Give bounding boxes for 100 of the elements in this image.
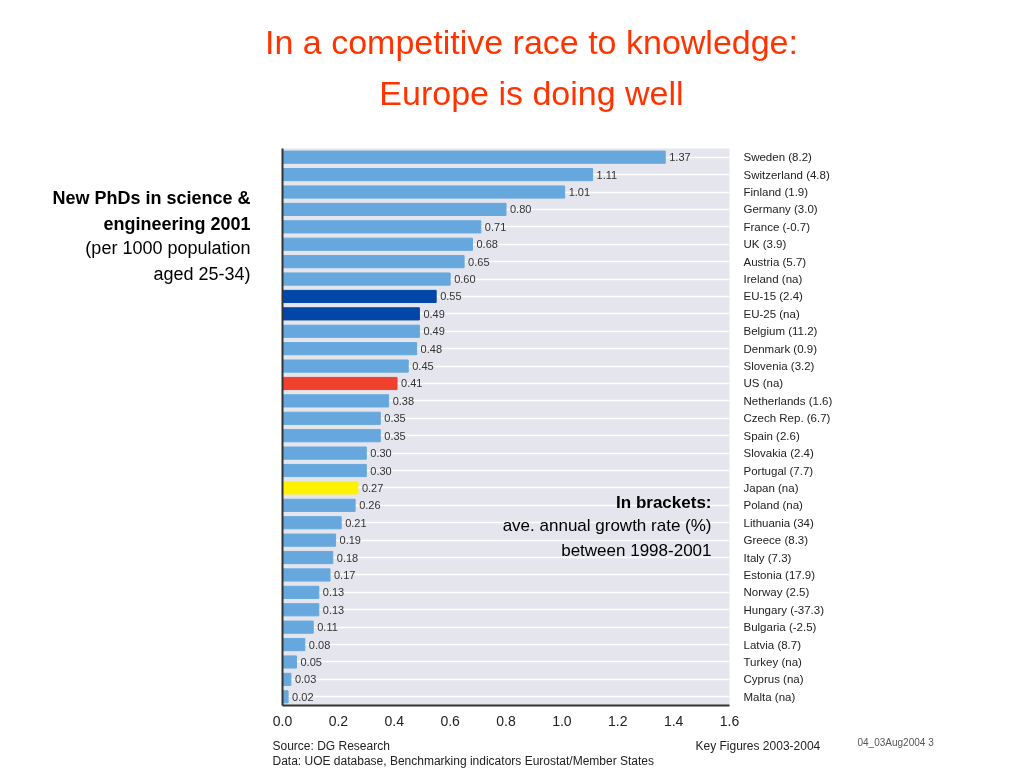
y-tick-label: Sweden (8.2) bbox=[743, 151, 813, 164]
y-tick-label: Germany (3.0) bbox=[743, 203, 818, 216]
bar bbox=[282, 655, 297, 669]
data-label: 0.45 bbox=[412, 360, 434, 373]
y-tick-label: Czech Rep. (6.7) bbox=[743, 412, 831, 425]
y-tick-label: France (-0.7) bbox=[743, 220, 811, 233]
data-label: 0.17 bbox=[333, 568, 356, 581]
x-tick-label: 1.4 bbox=[663, 712, 684, 729]
bar bbox=[282, 620, 314, 634]
x-tick-label: 0.0 bbox=[272, 712, 293, 729]
y-tick-label: US (na) bbox=[743, 377, 784, 390]
bar bbox=[282, 376, 398, 391]
x-tick-label: 0.6 bbox=[440, 712, 461, 729]
bar bbox=[282, 533, 337, 547]
y-tick-label: Denmark (0.9) bbox=[743, 342, 818, 355]
y-tick-label: Italy (7.3) bbox=[743, 551, 792, 564]
data-label: 0.49 bbox=[423, 307, 445, 320]
bar bbox=[282, 411, 381, 425]
data-label: 0.30 bbox=[370, 464, 392, 477]
data-label: 0.49 bbox=[423, 325, 445, 338]
bar bbox=[282, 307, 420, 321]
x-tick-label: 1.0 bbox=[552, 712, 572, 729]
y-tick-label: Norway (2.5) bbox=[743, 586, 810, 599]
bar bbox=[282, 550, 334, 565]
bar bbox=[282, 429, 381, 443]
bar bbox=[282, 603, 320, 617]
source-note: Source: DG Research bbox=[272, 738, 390, 753]
bar bbox=[282, 446, 367, 460]
bar bbox=[282, 498, 356, 512]
y-tick-label: Spain (2.6) bbox=[743, 429, 800, 442]
y-tick-label: Greece (8.3) bbox=[743, 534, 809, 547]
data-label: 0.11 bbox=[317, 621, 338, 634]
y-tick-label: Bulgaria (-2.5) bbox=[743, 621, 817, 634]
data-label: 0.38 bbox=[392, 394, 415, 407]
annotation: In brackets: bbox=[616, 492, 712, 512]
data-label: 0.08 bbox=[308, 638, 331, 651]
bar bbox=[282, 202, 507, 217]
bar bbox=[282, 394, 390, 408]
data-label: 0.03 bbox=[294, 673, 317, 686]
y-tick-label: Estonia (17.9) bbox=[743, 568, 816, 581]
text: New PhDs in science & engineering 2001 bbox=[52, 187, 251, 234]
bar bbox=[282, 568, 331, 582]
x-tick-label: 0.4 bbox=[384, 712, 405, 729]
bar bbox=[282, 220, 482, 234]
chart-title: In a competitive race to knowledge: Europe is doing well bbox=[265, 22, 798, 112]
bar bbox=[282, 585, 320, 599]
bar bbox=[282, 672, 292, 686]
text: 04_03Aug2004 3 bbox=[857, 736, 935, 748]
data-label: 0.65 bbox=[468, 255, 490, 268]
bar bbox=[282, 359, 409, 373]
bar bbox=[282, 185, 566, 199]
x-tick-label: 0.2 bbox=[328, 712, 349, 729]
y-tick-label: Latvia (8.7) bbox=[743, 638, 802, 651]
y-tick-label: Slovakia (2.4) bbox=[743, 447, 814, 460]
bar bbox=[282, 637, 306, 652]
y-tick-label: Netherlands (1.6) bbox=[743, 394, 833, 407]
data-label: 0.68 bbox=[476, 238, 498, 251]
annotation: ave. annual growth rate (%) between 1998-2001 bbox=[502, 515, 712, 561]
bar bbox=[282, 237, 473, 251]
data-label: 1.37 bbox=[669, 151, 691, 164]
text: Data: UOE database, Benchmarking indicators Eurostat/Member States bbox=[272, 753, 655, 768]
y-tick-label: Turkey (na) bbox=[743, 655, 803, 668]
y-tick-label: UK (3.9) bbox=[743, 238, 787, 251]
data-label: 0.48 bbox=[420, 342, 443, 355]
data-label: 0.60 bbox=[454, 273, 476, 286]
bar bbox=[282, 150, 666, 164]
x-tick-label: 1.6 bbox=[719, 712, 740, 729]
y-tick-label: Cyprus (na) bbox=[743, 673, 804, 686]
text: (per 1000 population aged 25-34) bbox=[85, 238, 251, 285]
y-tick-label: Belgium (11.2) bbox=[743, 325, 818, 338]
data-label: 0.26 bbox=[359, 499, 381, 512]
data-label: 0.55 bbox=[440, 290, 462, 303]
y-tick-label: Finland (1.9) bbox=[743, 186, 809, 199]
data-label: 0.02 bbox=[292, 690, 314, 703]
bar bbox=[282, 324, 420, 338]
y-tick-label: EU-15 (2.4) bbox=[743, 290, 804, 303]
y-tick-label: Poland (na) bbox=[743, 499, 804, 512]
data-label: 0.71 bbox=[484, 220, 507, 233]
data-label: 0.13 bbox=[322, 603, 345, 616]
data-label: 0.41 bbox=[401, 377, 423, 390]
data-label: 0.35 bbox=[384, 412, 406, 425]
bar bbox=[282, 463, 367, 478]
bar bbox=[282, 272, 451, 286]
y-tick-label: Slovenia (3.2) bbox=[743, 360, 815, 373]
data-label: 0.80 bbox=[510, 203, 532, 216]
y-tick-label: Japan (na) bbox=[743, 481, 799, 494]
data-label: 0.05 bbox=[300, 655, 322, 668]
text: Key Figures 2003-2004 bbox=[695, 738, 821, 753]
data-label: 0.18 bbox=[336, 551, 359, 564]
bar bbox=[282, 516, 342, 530]
data-label: 0.27 bbox=[361, 481, 384, 494]
data-label: 0.19 bbox=[339, 534, 361, 547]
y-tick-label: Switzerland (4.8) bbox=[743, 168, 830, 181]
y-tick-label: Lithuania (34) bbox=[743, 516, 814, 529]
y-tick-label: Austria (5.7) bbox=[743, 255, 807, 268]
data-label: 0.13 bbox=[322, 586, 345, 599]
bar bbox=[282, 255, 465, 269]
y-tick-label: Hungary (-37.3) bbox=[743, 603, 825, 616]
x-tick-label: 1.2 bbox=[608, 712, 628, 729]
y-tick-label: Portugal (7.7) bbox=[743, 464, 814, 477]
